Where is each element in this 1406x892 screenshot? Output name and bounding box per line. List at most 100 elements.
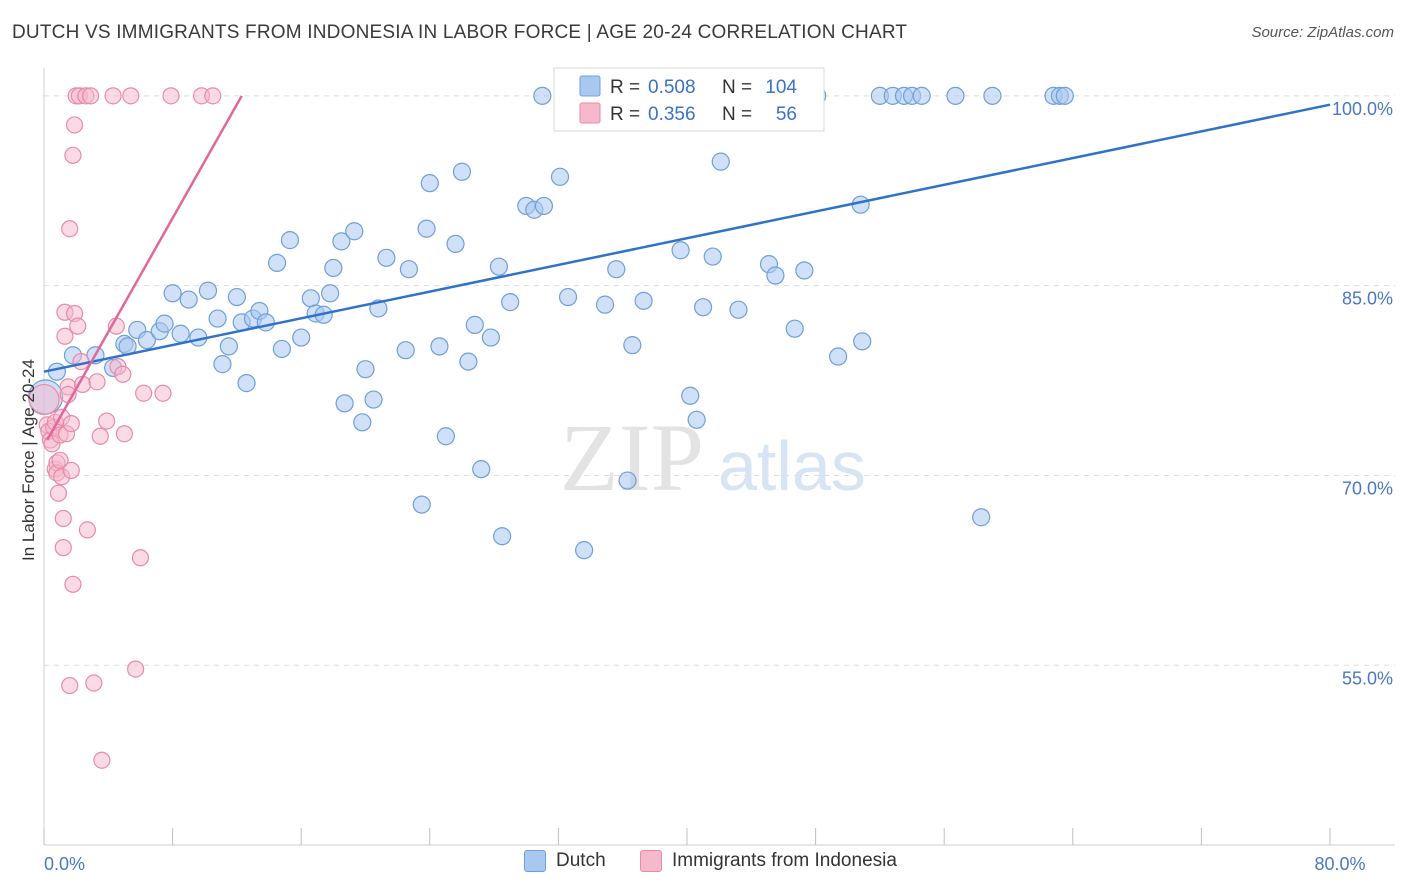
dutch-point [396,341,415,360]
dutch-point [163,284,182,303]
dutch-point [607,260,626,279]
indonesia-point [154,384,172,402]
indonesia-point [49,484,68,502]
dutch-point [227,287,246,307]
dutch-point [267,253,287,272]
dutch-point [155,314,174,333]
indonesia-point [78,521,97,539]
y-axis-title: In Labor Force | Age 20-24 [19,359,38,561]
dutch-point [256,313,275,332]
dutch-point [634,291,653,310]
indonesia-point [54,509,72,528]
indonesia-point [54,539,72,557]
x-tick-label-0: 0.0% [44,854,85,874]
indonesia-points [28,87,222,769]
dutch-point [493,527,512,546]
dutch-point [208,309,227,328]
indonesia-point [62,461,80,480]
dutch-point [292,328,311,347]
dutch-point [436,427,455,446]
dutch-point [795,261,814,280]
dutch-point [335,394,354,413]
dutch-point [179,290,198,309]
dutch-points [28,86,1074,560]
indonesia-point [64,146,82,164]
dutch-point [465,315,484,334]
dutch-point [703,247,722,266]
indonesia-point [28,383,60,416]
legend-n-label-indonesia: N = [722,104,752,125]
indonesia-trendline [46,95,243,441]
dutch-point [501,293,520,312]
dutch-point [301,289,320,308]
dutch-point [550,167,570,186]
legend-r-label-dutch: R = [610,77,640,98]
dutch-point [681,386,700,405]
watermark-zip: ZIP [560,404,704,511]
trendlines [43,95,1331,441]
dutch-point [853,332,872,351]
legend-swatch-dutch [579,75,601,97]
watermark-atlas: atlas [718,427,866,505]
indonesia-point [93,751,111,769]
dutch-point [983,86,1002,105]
dutch-point [353,413,372,432]
dutch-point [533,86,552,105]
dutch-point [430,337,449,356]
dutch-point [399,260,419,279]
indonesia-point [69,317,87,335]
dutch-point [687,410,706,429]
dutch-point [729,300,748,319]
indonesia-point [64,575,82,593]
dutch-trendline [43,103,1331,373]
dutch-point [534,196,554,216]
indonesia-point [104,87,122,105]
dutch-point [972,508,991,527]
dutch-point [321,284,340,303]
dutch-point [459,352,478,371]
x-tick-labels: 0.0% 80.0% [44,854,1366,874]
indonesia-point [82,87,100,105]
dutch-point [324,258,343,278]
legend-r-value-dutch: 0.508 [648,77,696,98]
legend-n-value-dutch: 104 [765,77,797,98]
dutch-point [489,257,509,276]
source-credit: Source: ZipAtlas.com [1251,24,1394,41]
indonesia-point [61,220,79,238]
indonesia-point [88,373,106,391]
y-tick-label-0: 55.0% [1342,668,1393,688]
dutch-point [280,231,300,250]
series-legend: Dutch Immigrants from Indonesia [0,850,1406,880]
y-tick-label-1: 70.0% [1342,478,1393,498]
x-tick-label-1: 80.0% [1314,854,1365,874]
indonesia-point [98,412,116,430]
dutch-point [377,248,396,267]
correlation-legend: R = 0.508 N = 104 R = 0.356 N = 56 [553,67,825,132]
dutch-point [417,219,436,238]
dutch-point [766,266,785,285]
dutch-point [412,495,431,514]
dutch-point [420,174,439,193]
dutch-point [198,281,218,300]
y-tick-label-2: 85.0% [1342,289,1393,309]
indonesia-point [51,451,69,469]
legend-n-value-indonesia: 56 [776,104,797,125]
dutch-point [785,319,804,338]
axes [43,68,1395,846]
indonesia-point [115,425,133,443]
legend-r-value-indonesia: 0.356 [648,104,696,125]
dutch-point [912,86,931,105]
dutch-point [558,287,578,307]
indonesia-point [135,384,153,402]
indonesia-point [131,549,150,567]
dutch-point [472,460,491,479]
dutch-point [171,324,190,343]
legend-item-indonesia: Immigrants from Indonesia [640,850,897,872]
watermark: ZIP atlas [560,404,866,511]
dutch-point [356,360,375,379]
y-tick-label-3: 100.0% [1332,99,1393,119]
dutch-point [623,336,642,355]
dutch-point [272,339,292,359]
indonesia-point [61,676,79,695]
